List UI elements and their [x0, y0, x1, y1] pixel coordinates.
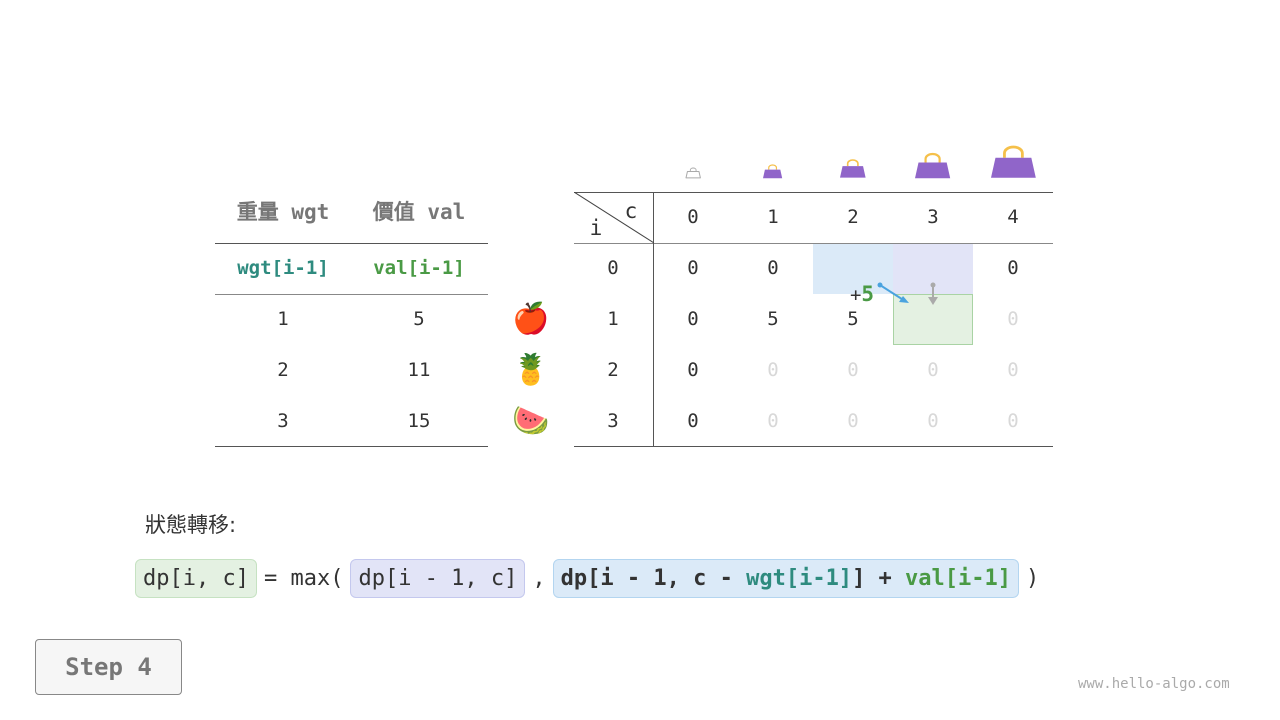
arrow-label: +5 [849, 282, 875, 306]
dp-cell: 0 [1007, 359, 1019, 381]
bag-capacity-icon [763, 164, 783, 178]
subheader-wgt: wgt[i-1] [237, 257, 329, 279]
row-label: 0 [607, 257, 619, 279]
formula-close: ) [1026, 566, 1040, 591]
formula-eq: = max( [263, 566, 344, 591]
item-pineapple-icon: 🍍 [512, 352, 550, 388]
wgt-value: 3 [277, 410, 289, 432]
current-cell-highlight [893, 294, 973, 345]
above-cell-highlight [893, 243, 973, 294]
corner-diagonal [574, 192, 654, 244]
bag-capacity-icon [990, 145, 1036, 178]
formula-lhs: dp[i, c] [135, 559, 257, 598]
capacity-header: 0 [687, 206, 699, 228]
subheader-val: val[i-1] [373, 257, 465, 279]
header-val: 價值 val [372, 200, 466, 224]
capacity-header: 4 [1007, 206, 1019, 228]
formula-comma: , [532, 566, 546, 591]
capacity-header: 3 [927, 206, 939, 228]
item-watermelon-icon: 🍉 [512, 403, 550, 439]
dp-cell: 0 [927, 410, 939, 432]
wgt-value: 2 [277, 359, 289, 381]
formula-option-skip: dp[i - 1, c] [350, 559, 526, 598]
corner-c-label: c [624, 199, 638, 223]
corner-i-label: i [589, 216, 603, 240]
dp-cell: 0 [767, 410, 779, 432]
step-button[interactable]: Step 4 [35, 639, 182, 695]
dp-cell: 0 [687, 308, 699, 330]
formula-option-take: dp[i - 1, c - wgt[i-1]] + val[i-1] [552, 559, 1020, 598]
dp-cell: 0 [1007, 410, 1019, 432]
val-value: 15 [407, 410, 431, 432]
dp-cell: 0 [767, 257, 779, 279]
transition-formula: dp[i, c] = max( dp[i - 1, c] , dp[i - 1,… [135, 559, 1039, 598]
header-wgt: 重量 wgt [236, 200, 330, 224]
bag-capacity-icon [915, 152, 951, 178]
capacity-header: 1 [767, 206, 779, 228]
dp-cell: 0 [847, 410, 859, 432]
row-label: 2 [607, 359, 619, 381]
row-label: 1 [607, 308, 619, 330]
row-label: 3 [607, 410, 619, 432]
bag-capacity-icon [840, 159, 866, 178]
item-apple-icon: 🍎 [512, 301, 550, 337]
capacity-header: 2 [847, 206, 859, 228]
dp-cell: 0 [1007, 257, 1019, 279]
watermark: www.hello-algo.com [1078, 676, 1230, 692]
dp-cell: 0 [687, 359, 699, 381]
dp-cell: 0 [847, 359, 859, 381]
wgt-value: 1 [277, 308, 289, 330]
dp-cell: 5 [847, 308, 859, 330]
dp-cell: 0 [767, 359, 779, 381]
dp-cell: 0 [1007, 308, 1019, 330]
formula-title: 狀態轉移: [145, 513, 237, 537]
dp-cell: 5 [767, 308, 779, 330]
val-value: 5 [413, 308, 425, 330]
bag-capacity-icon [685, 167, 701, 179]
val-value: 11 [407, 359, 431, 381]
dp-cell: 0 [927, 359, 939, 381]
dp-cell: 0 [687, 410, 699, 432]
dp-cell: 0 [687, 257, 699, 279]
